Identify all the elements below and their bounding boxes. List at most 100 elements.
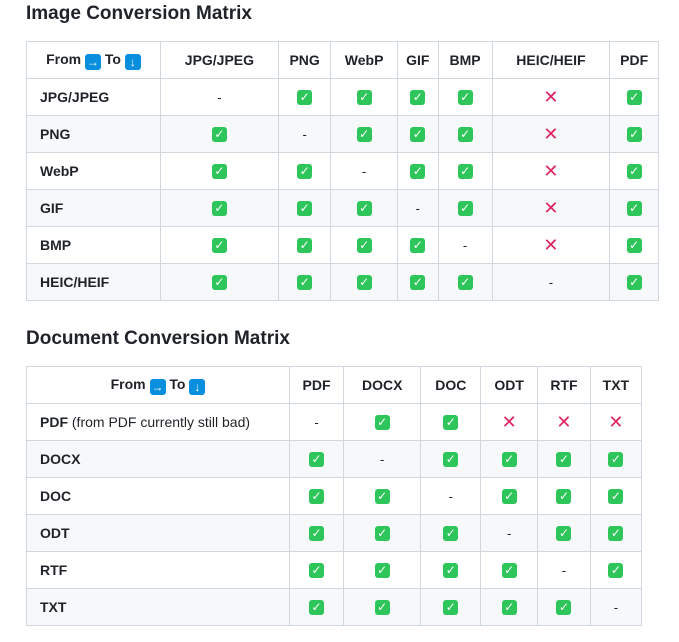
check-icon: ✓ xyxy=(309,563,325,579)
dash-label: - xyxy=(380,452,385,467)
check-icon: ✓ xyxy=(374,563,390,579)
dash-label: - xyxy=(302,127,307,142)
check-icon: ✓ xyxy=(309,526,325,542)
matrix-cell: - xyxy=(343,440,422,478)
row-header: HEIC/HEIF xyxy=(26,263,161,301)
row-label: BMP xyxy=(40,237,72,253)
check-icon: ✓ xyxy=(410,275,426,291)
table-row: TXT ✓ ✓ ✓ ✓ ✓ - xyxy=(26,588,643,626)
table-row: WebP ✓ ✓ - ✓ ✓ ✕ ✓ xyxy=(26,152,659,190)
matrix-cell: ✕ xyxy=(491,115,611,153)
check-icon: ✓ xyxy=(626,275,642,291)
matrix-cell: ✓ xyxy=(537,514,591,552)
matrix-cell: ✓ xyxy=(437,189,493,227)
dash-label: - xyxy=(217,90,222,105)
check-icon: ✓ xyxy=(608,452,624,468)
check-icon: ✓ xyxy=(556,526,572,542)
matrix-cell: - xyxy=(420,477,482,515)
matrix-cell: ✓ xyxy=(396,263,439,301)
matrix-cell: ✓ xyxy=(396,78,439,116)
matrix-cell: - xyxy=(396,189,439,227)
table-row: HEIC/HEIF ✓ ✓ ✓ ✓ ✓ - ✓ xyxy=(26,263,659,301)
image-conversion-table: From → To ↓ JPG/JPEG PNG WebP GIF BMP HEIC/HEI… xyxy=(26,41,659,301)
corner-header: From → To ↓ xyxy=(26,41,161,79)
column-header: HEIC/HEIF xyxy=(491,41,611,79)
check-icon: ✓ xyxy=(374,526,390,542)
matrix-cell: ✓ xyxy=(589,551,643,589)
column-header: TXT xyxy=(589,366,643,404)
matrix-cell: ✓ xyxy=(330,226,398,264)
matrix-cell: ✓ xyxy=(589,477,643,515)
matrix-cell: ✓ xyxy=(609,78,659,116)
matrix-cell: ✓ xyxy=(288,477,345,515)
to-label: To xyxy=(169,375,186,392)
row-header: GIF xyxy=(26,189,161,227)
document-conversion-table: From → To ↓ PDF DOCX DOC ODT RTF TXT PDF (from … xyxy=(26,366,643,626)
check-icon: ✓ xyxy=(374,415,390,431)
cross-icon: ✕ xyxy=(543,198,559,219)
check-icon: ✓ xyxy=(608,526,624,542)
check-icon: ✓ xyxy=(297,164,313,180)
row-label: HEIC/HEIF xyxy=(40,274,110,290)
dash-label: - xyxy=(462,238,468,253)
dash-label: - xyxy=(561,563,567,578)
matrix-cell: ✕ xyxy=(491,78,611,116)
matrix-cell: - xyxy=(491,263,611,301)
matrix-cell: - xyxy=(589,588,643,626)
from-label: From xyxy=(110,375,146,392)
matrix-cell: ✓ xyxy=(589,440,643,478)
matrix-cell: ✓ xyxy=(609,263,659,301)
matrix-cell: ✕ xyxy=(537,403,591,441)
matrix-cell: ✕ xyxy=(589,403,643,441)
check-icon: ✓ xyxy=(457,164,473,180)
check-icon: ✓ xyxy=(356,238,372,254)
column-header: BMP xyxy=(437,41,493,79)
column-header: DOC xyxy=(420,366,482,404)
check-icon: ✓ xyxy=(211,164,227,180)
to-label: To xyxy=(104,50,121,67)
check-icon: ✓ xyxy=(356,201,372,217)
check-icon: ✓ xyxy=(443,563,459,579)
check-icon: ✓ xyxy=(309,489,325,505)
row-header: ODT xyxy=(26,514,290,552)
matrix-cell: ✓ xyxy=(343,514,422,552)
check-icon: ✓ xyxy=(356,275,372,291)
matrix-cell: ✓ xyxy=(589,514,643,552)
check-icon: ✓ xyxy=(626,127,642,143)
row-header: PNG xyxy=(26,115,161,153)
check-icon: ✓ xyxy=(211,275,227,291)
matrix-cell: ✓ xyxy=(330,78,398,116)
check-icon: ✓ xyxy=(309,452,325,468)
matrix-cell: ✓ xyxy=(396,226,439,264)
row-label: RTF xyxy=(40,562,68,578)
matrix-cell: ✓ xyxy=(160,263,279,301)
cross-icon: ✕ xyxy=(543,161,559,182)
dash-label: - xyxy=(548,275,554,290)
check-icon: ✓ xyxy=(297,238,313,254)
matrix-cell: ✓ xyxy=(330,115,398,153)
from-label: From xyxy=(46,50,82,67)
matrix-cell: ✓ xyxy=(288,514,345,552)
column-header: RTF xyxy=(537,366,591,404)
cross-icon: ✕ xyxy=(501,412,517,433)
row-header: DOC xyxy=(26,477,290,515)
check-icon: ✓ xyxy=(556,600,572,616)
row-header: BMP xyxy=(26,226,161,264)
column-header: ODT xyxy=(480,366,539,404)
check-icon: ✓ xyxy=(356,90,372,106)
matrix-cell: ✓ xyxy=(288,588,345,626)
row-header: DOCX xyxy=(26,440,290,478)
check-icon: ✓ xyxy=(374,600,390,616)
matrix-cell: ✓ xyxy=(396,152,439,190)
matrix-cell: ✕ xyxy=(491,189,611,227)
row-header: RTF xyxy=(26,551,290,589)
matrix-cell: ✓ xyxy=(420,588,482,626)
column-header: PDF xyxy=(288,366,345,404)
matrix-cell: ✓ xyxy=(160,115,279,153)
matrix-cell: ✓ xyxy=(609,226,659,264)
check-icon: ✓ xyxy=(501,489,517,505)
matrix-cell: ✓ xyxy=(437,263,493,301)
check-icon: ✓ xyxy=(501,452,517,468)
check-icon: ✓ xyxy=(410,164,426,180)
